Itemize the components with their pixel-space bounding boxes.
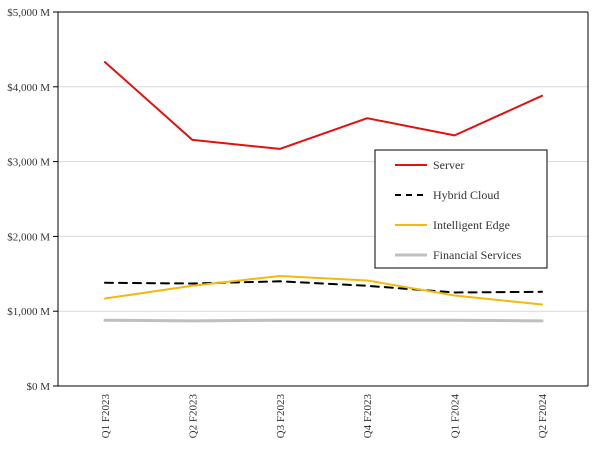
- x-tick-label: Q3 F2023: [275, 394, 287, 439]
- x-tick-label: Q1 F2024: [450, 394, 462, 439]
- y-tick-label: $2,000 M: [7, 231, 50, 243]
- y-tick-label: $3,000 M: [7, 157, 50, 169]
- series-line-server: [105, 62, 542, 149]
- legend-label: Server: [433, 158, 464, 172]
- y-tick-label: $4,000 M: [7, 82, 50, 94]
- legend-label: Intelligent Edge: [433, 218, 510, 232]
- series-line-financial-services: [105, 320, 542, 321]
- x-tick-labels: Q1 F2023 Q2 F2023 Q3 F2023 Q4 F2023 Q1 F2024…: [100, 394, 549, 439]
- legend-label: Hybrid Cloud: [433, 188, 499, 202]
- y-tick-labels: $0 M $1,000 M $2,000 M $3,000 M $4,000 M $5,0…: [7, 7, 50, 393]
- series-line-intelligent-edge: [105, 276, 542, 305]
- y-tick-label: $1,000 M: [7, 306, 50, 318]
- x-tick-label: Q2 F2024: [537, 394, 549, 439]
- x-tick-label: Q2 F2023: [187, 394, 199, 439]
- series-line-hybrid-cloud: [105, 281, 542, 292]
- legend: Server Hybrid Cloud Intelligent Edge Financ…: [375, 150, 547, 268]
- x-tick-label: Q1 F2023: [100, 394, 112, 439]
- legend-label: Financial Services: [433, 248, 522, 262]
- x-tick-label: Q4 F2023: [362, 394, 374, 439]
- y-tick-label: $0 M: [26, 381, 50, 393]
- y-tick-label: $5,000 M: [7, 7, 50, 19]
